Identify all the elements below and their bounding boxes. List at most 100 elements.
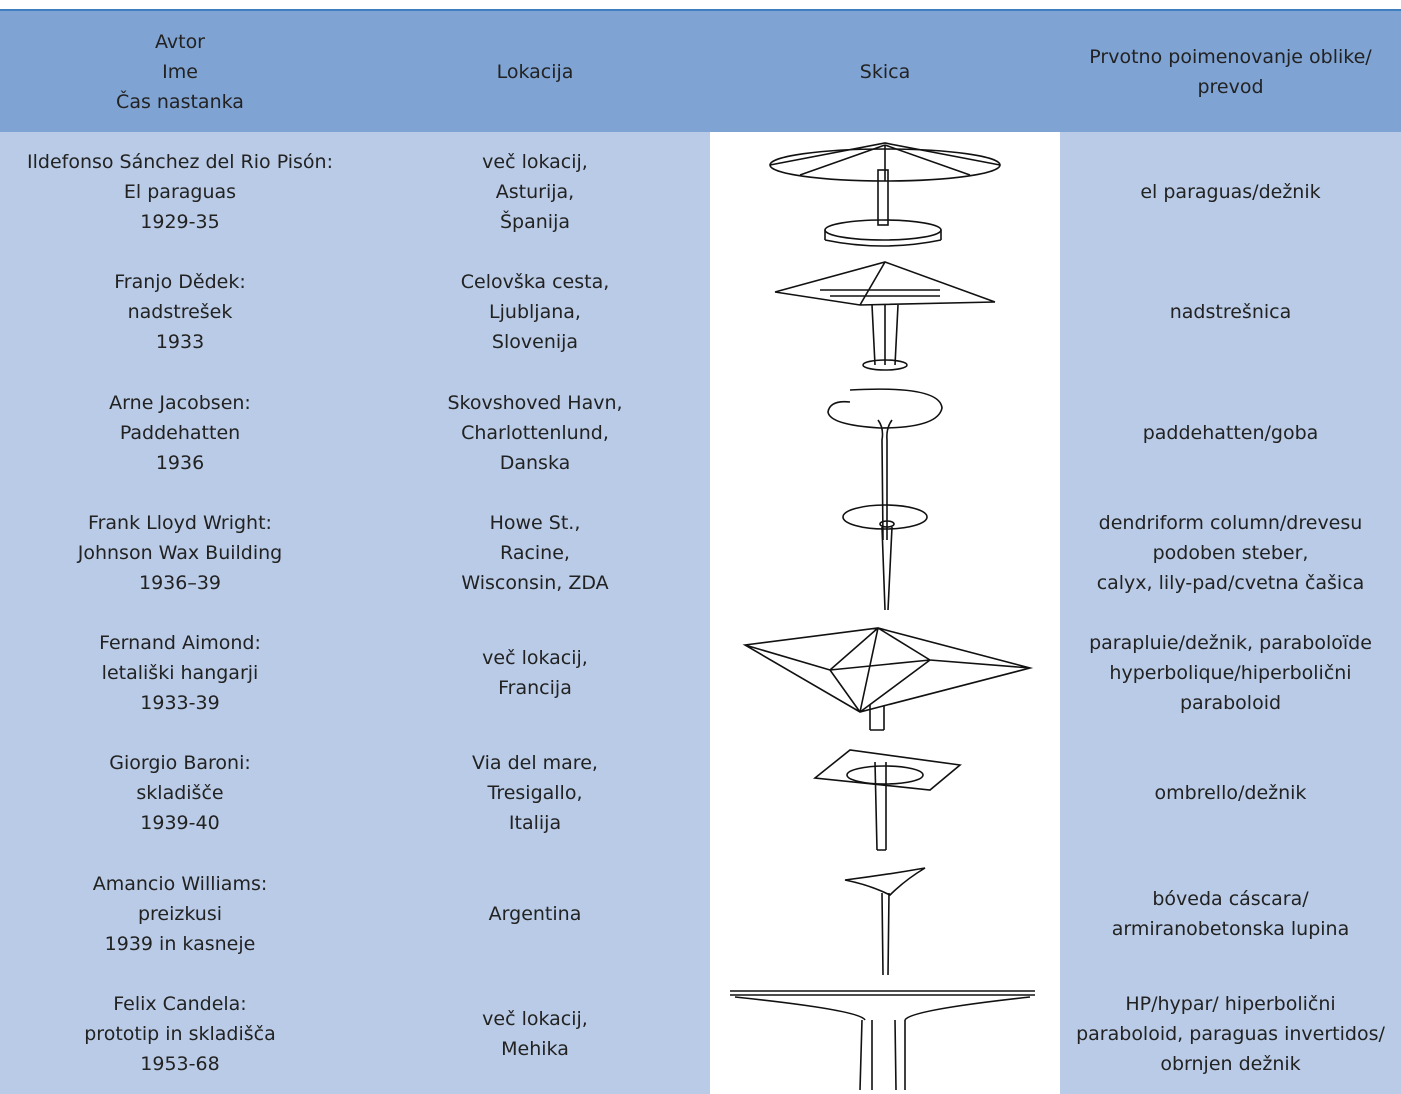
cell-text: več lokacij, (482, 1007, 588, 1030)
sketch-1 (769, 142, 1001, 247)
cell-text: prototip in skladišča (84, 1022, 276, 1045)
cell-text: Howe St., (489, 511, 581, 534)
cell-text: Frank Lloyd Wright: (88, 511, 272, 534)
cell-text: Celovška cesta, (460, 271, 610, 294)
table-cell: več lokacij, Francija (360, 613, 710, 734)
cell-text: Tresigallo, (487, 782, 583, 805)
cell-text: Paddehatten (119, 421, 241, 444)
cell-text: Skovshoved Havn, (447, 391, 623, 414)
cell-text: Racine, (500, 541, 570, 564)
cell-text: več lokacij, (482, 647, 588, 670)
cell-text: Via del mare, (472, 752, 598, 775)
cell-text: 1933-39 (140, 692, 220, 715)
cell-text: Francija (498, 677, 572, 700)
cell-text: Asturija, (495, 181, 575, 204)
cell-text: paraboloid (1179, 692, 1282, 715)
sketch-6 (812, 749, 962, 851)
cell-text: el paraguas/dežnik (1140, 181, 1321, 204)
cell-text: paddehatten/goba (1142, 421, 1319, 444)
table-cell: nadstrešnica (1060, 252, 1401, 373)
sketch-3 (827, 388, 943, 541)
table-cell (710, 853, 1060, 974)
cell-text: Slovenija (491, 331, 579, 354)
cell-text: Franjo Dědek: (114, 271, 246, 294)
cell-text: skladišče (136, 782, 224, 805)
table-cell (710, 973, 1060, 1094)
table-cell: Via del mare, Tresigallo, Italija (360, 733, 710, 854)
cell-text: Prvotno poimenovanje oblike/ (1089, 45, 1372, 68)
cell-text: dendriform column/drevesu (1098, 511, 1363, 534)
cell-text: Avtor (154, 30, 205, 53)
cell-text: 1933 (155, 331, 205, 354)
table-cell (710, 372, 1060, 493)
table-cell: več lokacij, Asturija, Španija (360, 132, 710, 253)
cell-text: obrnjen dežnik (1160, 1052, 1301, 1075)
table-cell: Ildefonso Sánchez del Rio Pisón: El parag… (0, 132, 360, 253)
table-cell: Giorgio Baroni: skladišče 1939-40 (0, 733, 360, 854)
cell-text: Wisconsin, ZDA (461, 571, 609, 594)
cell-text: ombrello/dežnik (1154, 782, 1307, 805)
cell-text: bóveda cáscara/ (1152, 887, 1309, 910)
cell-text: več lokacij, (482, 151, 588, 174)
table-cell: Celovška cesta, Ljubljana, Slovenija (360, 252, 710, 373)
cell-text: 1939-40 (140, 812, 220, 835)
sketch-7 (844, 867, 926, 976)
cell-text: 1953-68 (140, 1052, 220, 1075)
cell-text: HP/hypar/ hiperbolični (1125, 992, 1336, 1015)
cell-text: Mehika (501, 1037, 569, 1060)
table-cell: Prvotno poimenovanje oblike/prevod (1060, 11, 1401, 132)
cell-text: Arne Jacobsen: (109, 391, 251, 414)
table-cell: paddehatten/goba (1060, 372, 1401, 493)
cell-text: 1936–39 (138, 571, 222, 594)
table-cell: parapluie/dežnik, paraboloïde hyperboliqu… (1060, 613, 1401, 734)
cell-text: 1936 (155, 451, 205, 474)
table-cell (710, 733, 1060, 854)
table-cell: Lokacija (360, 11, 710, 132)
cell-text: Italija (508, 812, 562, 835)
table-cell: več lokacij, Mehika (360, 973, 710, 1094)
cell-text: Danska (499, 451, 571, 474)
cell-text: Fernand Aimond: (99, 632, 261, 655)
table-cell: Frank Lloyd Wright: Johnson Wax Building 1… (0, 492, 360, 613)
cell-text: Ildefonso Sánchez del Rio Pisón: (27, 151, 333, 174)
cell-text: Lokacija (496, 60, 574, 83)
sketch-5 (742, 627, 1034, 731)
table-cell: Arne Jacobsen: Paddehatten 1936 (0, 372, 360, 493)
table-cell: Amancio Williams: preizkusi 1939 in kasnej… (0, 853, 360, 974)
sketch-2 (774, 261, 996, 371)
sketch-4 (842, 504, 928, 611)
table-cell: Avtor Ime Čas nastanka (0, 11, 360, 132)
cell-text: calyx, lily-pad/cvetna čašica (1096, 571, 1365, 594)
cell-text: Skica (859, 60, 911, 83)
table-cell: Fernand Aimond: letališki hangarji 1933-39 (0, 613, 360, 734)
sketch-8 (730, 990, 1035, 1091)
table-cell: dendriform column/drevesu podoben steber,… (1060, 492, 1401, 613)
cell-text: 1929-35 (140, 211, 220, 234)
table-cell: Franjo Dědek: nadstrešek 1933 (0, 252, 360, 373)
cell-text: Čas nastanka (116, 90, 244, 113)
cell-text: hyperbolique/hiperbolični (1109, 662, 1352, 685)
table-cell: Argentina (360, 853, 710, 974)
cell-text: parapluie/dežnik, paraboloïde (1089, 632, 1372, 655)
cell-text: paraboloid, paraguas invertidos/ (1076, 1022, 1385, 1045)
cell-text: 1939 in kasneje (104, 932, 256, 955)
cell-text: Argentina (488, 902, 582, 925)
cell-text: Charlottenlund, (461, 421, 609, 444)
cell-text: Španija (499, 211, 570, 234)
cell-text: preizkusi (137, 902, 223, 925)
table-cell: Felix Candela: prototip in skladišča 1953-… (0, 973, 360, 1094)
table-cell: ombrello/dežnik (1060, 733, 1401, 854)
cell-text: Johnson Wax Building (77, 541, 283, 564)
table-cell: Skica (710, 11, 1060, 132)
cell-text: prevod (1197, 75, 1264, 98)
cell-text: Felix Candela: (113, 992, 247, 1015)
table-cell: bóveda cáscara/armiranobetonska lupina (1060, 853, 1401, 974)
cell-text: armiranobetonska lupina (1111, 917, 1350, 940)
cell-text: Ime (162, 60, 198, 83)
table-cell: HP/hypar/ hiperbolični paraboloid, paragu… (1060, 973, 1401, 1094)
top-rule (0, 9, 1401, 11)
cell-text: nadstrešek (127, 301, 233, 324)
cell-text: podoben steber, (1152, 541, 1309, 564)
